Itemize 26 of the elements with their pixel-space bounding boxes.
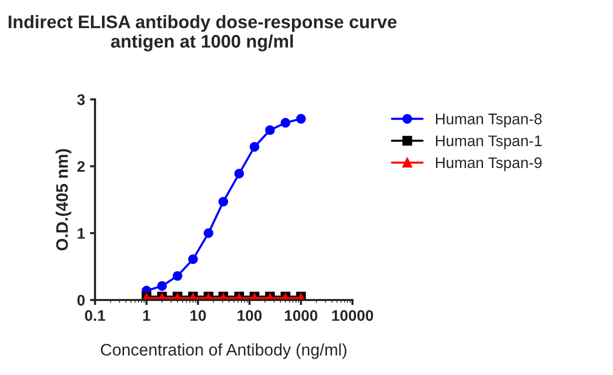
point	[280, 118, 290, 128]
point	[172, 271, 182, 281]
y-axis-title: O.D.(405 nm)	[56, 149, 72, 250]
y-tick-label: 0	[77, 294, 85, 306]
legend-label: Human Tspan-8	[436, 114, 542, 128]
point	[265, 125, 275, 135]
point	[250, 142, 260, 152]
y-tick-label: 1	[78, 228, 85, 239]
x-tick-label: 10	[190, 310, 206, 321]
x-tick-label: 1000	[284, 310, 318, 321]
y-tick-label: 2	[77, 161, 85, 172]
point	[234, 168, 244, 178]
chart-title: Indirect ELISA antibody dose-response curve antigen at 1000 ng/ml	[8, 15, 396, 52]
x-tick-label: 100	[238, 310, 262, 321]
x-tick-label: 10000	[332, 310, 374, 321]
point	[157, 281, 167, 291]
x-tick-label: 1	[143, 310, 150, 321]
y-tick-label: 3	[77, 94, 85, 106]
point	[204, 228, 214, 238]
legend-label: Human Tspan-9	[436, 157, 542, 172]
point	[188, 254, 198, 264]
legend-label: Human Tspan-1	[436, 136, 542, 150]
x-tick-label: 0.1	[85, 310, 106, 321]
x-axis-title: Concentration of Antibody (ng/ml)	[100, 343, 346, 359]
point	[218, 196, 228, 207]
point	[296, 114, 306, 124]
